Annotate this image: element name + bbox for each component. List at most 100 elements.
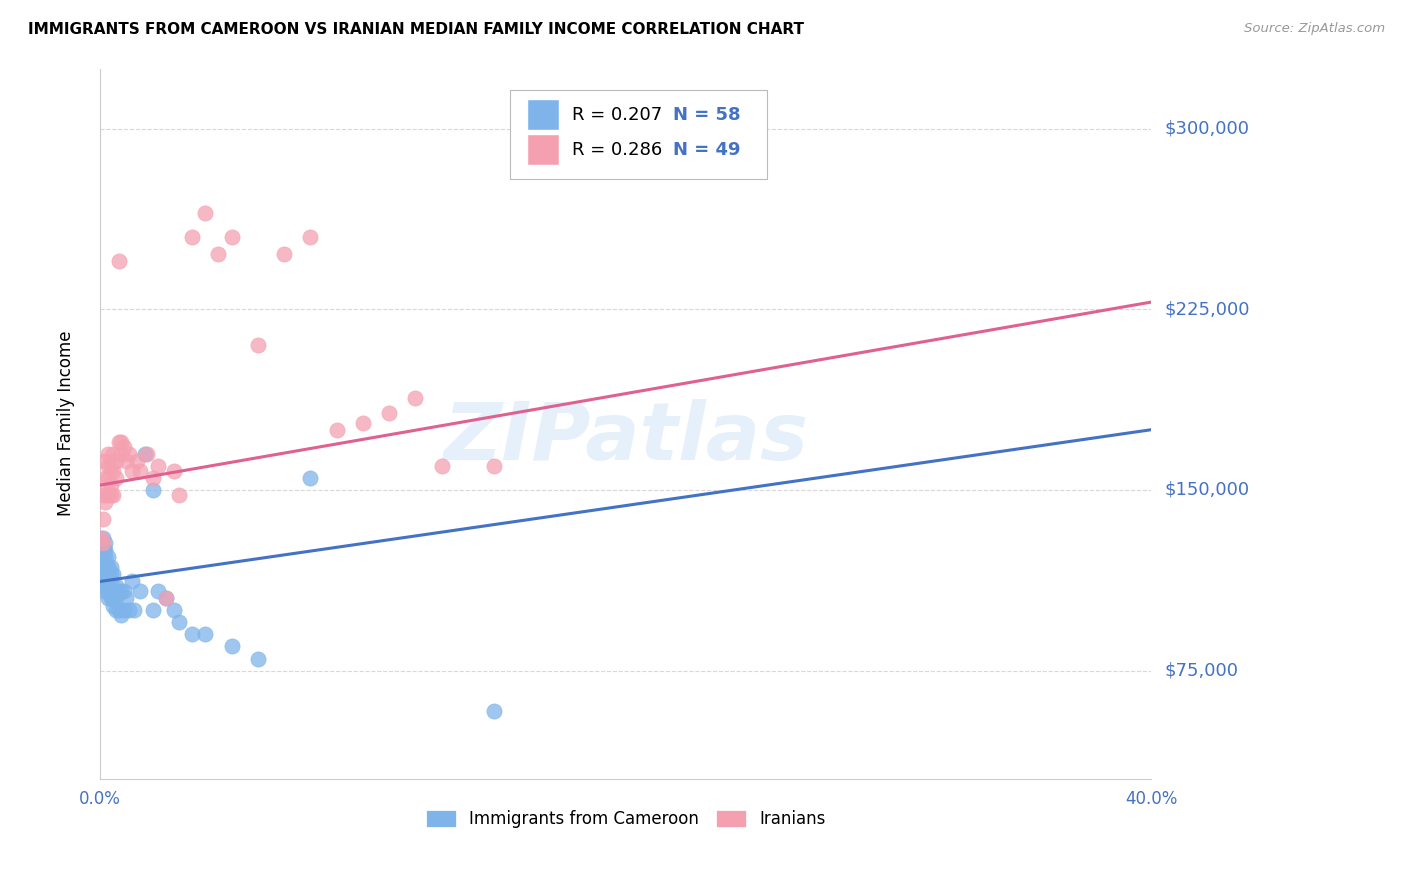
- Point: [97, 560, 120, 574]
- Point: [128, 464, 150, 478]
- Point: [94, 543, 117, 558]
- Point: [100, 560, 122, 574]
- Point: [97, 458, 120, 473]
- Point: [94, 536, 117, 550]
- Point: [104, 579, 127, 593]
- Point: [98, 584, 121, 599]
- Text: IMMIGRANTS FROM CAMEROON VS IRANIAN MEDIAN FAMILY INCOME CORRELATION CHART: IMMIGRANTS FROM CAMEROON VS IRANIAN MEDI…: [28, 22, 804, 37]
- Point: [103, 464, 125, 478]
- Point: [194, 627, 217, 641]
- Point: [104, 471, 127, 485]
- Point: [94, 454, 117, 468]
- Point: [94, 567, 117, 582]
- Point: [107, 434, 129, 449]
- Point: [94, 584, 117, 599]
- Point: [104, 591, 127, 606]
- Point: [103, 591, 125, 606]
- Point: [142, 603, 165, 617]
- Point: [221, 230, 243, 244]
- Point: [94, 560, 117, 574]
- Point: [121, 464, 143, 478]
- Point: [194, 206, 217, 220]
- Text: $150,000: $150,000: [1166, 481, 1250, 499]
- Point: [110, 584, 132, 599]
- Point: [103, 599, 125, 613]
- Point: [110, 608, 132, 623]
- Point: [352, 416, 374, 430]
- Point: [112, 440, 135, 454]
- Text: Source: ZipAtlas.com: Source: ZipAtlas.com: [1244, 22, 1385, 36]
- Point: [484, 705, 506, 719]
- Bar: [527, 136, 560, 165]
- Text: ZIPatlas: ZIPatlas: [443, 399, 808, 477]
- Point: [273, 247, 295, 261]
- FancyBboxPatch shape: [510, 90, 768, 178]
- Point: [181, 627, 204, 641]
- Point: [104, 603, 127, 617]
- Point: [91, 543, 114, 558]
- Point: [181, 230, 204, 244]
- Point: [167, 615, 190, 630]
- Point: [221, 640, 243, 654]
- Point: [90, 531, 112, 545]
- Point: [100, 478, 122, 492]
- Point: [91, 512, 114, 526]
- Point: [115, 454, 138, 468]
- Point: [107, 603, 129, 617]
- Point: [94, 550, 117, 565]
- Point: [112, 584, 135, 599]
- Point: [100, 458, 122, 473]
- Point: [96, 574, 118, 589]
- Point: [97, 488, 120, 502]
- Point: [97, 591, 120, 606]
- Point: [163, 603, 186, 617]
- Point: [110, 447, 132, 461]
- Point: [93, 555, 115, 569]
- Point: [125, 454, 148, 468]
- Point: [97, 574, 120, 589]
- Point: [97, 567, 120, 582]
- Text: N = 58: N = 58: [673, 105, 741, 124]
- Point: [94, 471, 117, 485]
- Point: [93, 543, 115, 558]
- Point: [136, 447, 159, 461]
- Point: [93, 579, 115, 593]
- Point: [103, 447, 125, 461]
- Point: [94, 495, 117, 509]
- Point: [103, 584, 125, 599]
- Point: [378, 406, 401, 420]
- Point: [146, 458, 169, 473]
- Point: [142, 471, 165, 485]
- Point: [246, 651, 269, 665]
- Point: [97, 447, 120, 461]
- Point: [100, 584, 122, 599]
- Point: [100, 574, 122, 589]
- Point: [430, 458, 453, 473]
- Point: [91, 531, 114, 545]
- Point: [100, 488, 122, 502]
- Point: [134, 447, 156, 461]
- Point: [246, 338, 269, 352]
- Point: [207, 247, 229, 261]
- Text: $75,000: $75,000: [1166, 662, 1239, 680]
- Text: R = 0.207: R = 0.207: [572, 105, 662, 124]
- Point: [103, 567, 125, 582]
- Point: [128, 584, 150, 599]
- Point: [107, 584, 129, 599]
- Point: [163, 464, 186, 478]
- Point: [146, 584, 169, 599]
- Point: [167, 488, 190, 502]
- Text: $225,000: $225,000: [1166, 301, 1250, 318]
- Point: [325, 423, 347, 437]
- Point: [115, 591, 138, 606]
- Point: [107, 254, 129, 268]
- Point: [299, 230, 322, 244]
- Point: [96, 560, 118, 574]
- Point: [91, 536, 114, 550]
- Point: [96, 483, 118, 497]
- Point: [93, 488, 115, 502]
- Point: [155, 591, 177, 606]
- Legend: Immigrants from Cameroon, Iranians: Immigrants from Cameroon, Iranians: [419, 803, 832, 835]
- Point: [97, 471, 120, 485]
- Point: [104, 454, 127, 468]
